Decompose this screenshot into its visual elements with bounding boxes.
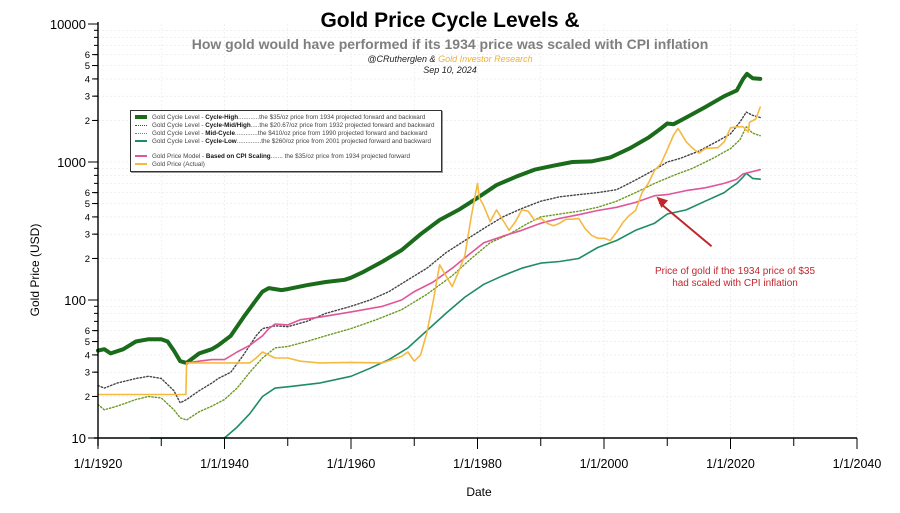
x-axis-label: Date [466, 485, 492, 499]
y-tick-label: 100 [64, 293, 86, 308]
y-tick-label: 3 [85, 92, 90, 103]
chart-date: Sep 10, 2024 [423, 65, 477, 75]
y-tick-label: 2 [85, 116, 90, 127]
legend-item-actual-price: Gold Price (Actual) [135, 161, 205, 169]
series-layer [96, 71, 763, 439]
series-cycle-low [149, 172, 761, 439]
annotation-arrow-shaft [658, 201, 713, 248]
legend-item-cycle-mid-high: Gold Cycle Level - Cycle-Mid/High.....th… [135, 122, 434, 130]
credit-brand: Gold Investor Research [438, 54, 533, 64]
y-axis-label: Gold Price (USD) [28, 223, 42, 317]
y-tick-label: 6 [85, 50, 90, 61]
annotation-line-2: had scaled with CPI inflation [672, 278, 798, 289]
x-tick-label: 1/1/2020 [706, 457, 755, 471]
credit-author: @CRutherglen & [367, 54, 439, 64]
x-tick-label: 1/1/2040 [833, 457, 882, 471]
annotation-line-1: Price of gold if the 1934 price of $35 [654, 266, 816, 277]
y-tick-label: 5 [85, 199, 90, 210]
legend-swatch [135, 132, 147, 134]
y-tick-label: 2 [85, 392, 90, 403]
x-tick-label: 1/1/2000 [580, 457, 629, 471]
y-tick-label: 6 [85, 326, 90, 337]
y-tick-label: 4 [85, 350, 90, 361]
y-tick-label: 10 [72, 431, 86, 446]
y-tick-label: 1000 [57, 155, 86, 170]
annotation-arrow-head [656, 196, 669, 208]
legend-label: Gold Cycle Level - Cycle-Mid/High.....th… [152, 122, 435, 129]
legend-label: Gold Cycle Level - Cycle-High...........… [152, 114, 426, 121]
x-tick-label: 1/1/1980 [453, 457, 502, 471]
series-cpi-model [185, 168, 761, 364]
legend-swatch [135, 155, 147, 158]
y-tick-label: 5 [85, 337, 90, 348]
series-mid-cycle [97, 126, 761, 421]
annotation-text: Price of gold if the 1934 price of $35 h… [640, 266, 830, 290]
y-tick-label: 6 [85, 188, 90, 199]
legend-swatch [135, 163, 147, 166]
legend-item-cycle-low: Gold Cycle Level - Cycle-Low............… [135, 138, 431, 146]
legend-item-cycle-high: Gold Cycle Level - Cycle-High...........… [135, 114, 425, 122]
legend-label: Gold Price (Actual) [152, 161, 205, 168]
legend-item-cpi-model: Gold Price Model - Based on CPI Scaling.… [135, 153, 410, 161]
legend-swatch [135, 115, 147, 120]
y-tick-label: 3 [85, 368, 90, 379]
gridlines [97, 24, 858, 439]
legend-label: Gold Cycle Level - Cycle-Low............… [152, 138, 431, 145]
annotation-arrow [656, 196, 713, 248]
y-tick-label: 4 [85, 74, 90, 85]
y-tick-label: 3 [85, 230, 90, 241]
x-tick-label: 1/1/1960 [327, 457, 376, 471]
chart-title: Gold Price Cycle Levels & [320, 9, 580, 32]
series-actual-price [97, 106, 761, 396]
legend-swatch [135, 140, 147, 143]
y-tick-label: 2 [85, 254, 90, 265]
chart-subtitle: How gold would have performed if its 193… [191, 36, 709, 52]
y-tick-label: 5 [85, 61, 90, 72]
x-tick-label: 1/1/1920 [74, 457, 123, 471]
series-cycle-mid-high [97, 111, 761, 404]
y-tick-label: 4 [85, 212, 90, 223]
x-tick-label: 1/1/1940 [200, 457, 249, 471]
legend-label: Gold Cycle Level - Mid-Cycle............… [152, 130, 428, 137]
chart-credit: @CRutherglen & Gold Investor Research [0, 54, 900, 64]
legend-swatch [135, 124, 147, 126]
series-cycle-high [96, 71, 763, 365]
legend-label: Gold Price Model - Based on CPI Scaling.… [152, 153, 410, 160]
legend: Gold Cycle Level - Cycle-High...........… [130, 110, 442, 172]
y-tick-label: 10000 [50, 17, 86, 32]
legend-item-mid-cycle: Gold Cycle Level - Mid-Cycle............… [135, 130, 427, 138]
